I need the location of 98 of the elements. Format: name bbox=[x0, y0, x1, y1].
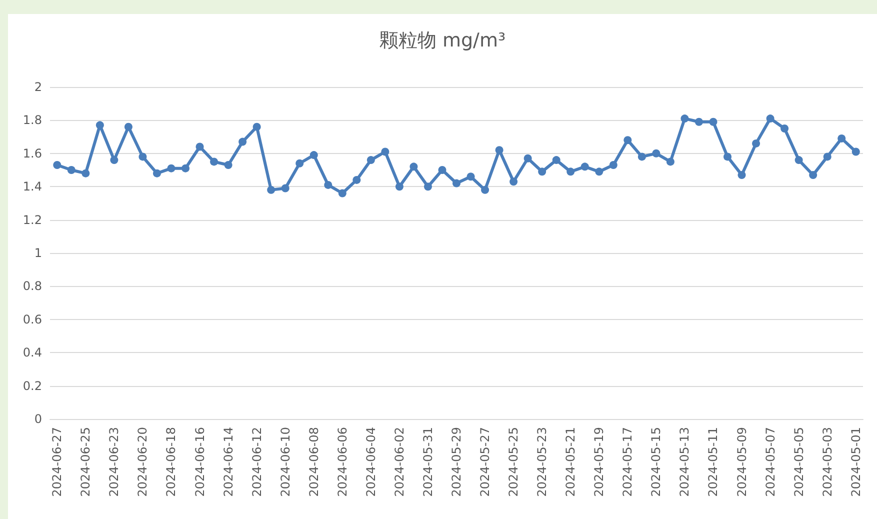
point bbox=[152, 169, 161, 178]
point bbox=[510, 178, 518, 186]
x-tick-label: 2024-06-27 bbox=[50, 427, 64, 497]
point bbox=[67, 166, 76, 174]
point bbox=[666, 158, 674, 166]
y-tick-label: 1.6 bbox=[22, 146, 42, 160]
point bbox=[780, 124, 789, 132]
point bbox=[752, 139, 760, 148]
point bbox=[580, 162, 589, 171]
y-tick-label: 2 bbox=[34, 80, 42, 94]
point bbox=[838, 134, 846, 142]
point bbox=[566, 168, 575, 176]
y-tick-label: 1.8 bbox=[22, 113, 42, 128]
x-tick-label: 2024-06-14 bbox=[221, 427, 236, 497]
point bbox=[624, 136, 632, 144]
point bbox=[852, 148, 860, 156]
point bbox=[481, 186, 490, 194]
point bbox=[694, 118, 703, 126]
y-tick-label: 0 bbox=[34, 412, 42, 426]
point bbox=[352, 176, 361, 184]
point bbox=[124, 122, 132, 131]
point bbox=[680, 114, 689, 123]
y-tick-label: 1.4 bbox=[22, 180, 42, 194]
x-tick-label: 2024-06-02 bbox=[392, 427, 406, 497]
x-tick-label: 2024-05-31 bbox=[420, 427, 435, 497]
x-tick-label: 2024-05-23 bbox=[535, 427, 550, 497]
x-tick-label: 2024-05-03 bbox=[820, 427, 834, 497]
point bbox=[823, 152, 832, 161]
point bbox=[224, 161, 232, 170]
y-tick-label: 0.4 bbox=[22, 346, 42, 360]
point bbox=[410, 162, 418, 171]
point bbox=[652, 149, 660, 158]
point bbox=[609, 161, 618, 170]
point bbox=[524, 154, 532, 162]
x-tick-label: 2024-05-13 bbox=[678, 427, 692, 497]
point bbox=[424, 182, 432, 191]
point bbox=[167, 164, 176, 172]
x-tick-label: 2024-05-01 bbox=[848, 427, 863, 497]
x-tick-label: 2024-06-20 bbox=[136, 427, 150, 497]
point bbox=[366, 156, 375, 164]
point bbox=[82, 169, 90, 178]
x-tick-label: 2024-06-23 bbox=[107, 427, 122, 497]
point bbox=[53, 161, 62, 170]
point bbox=[381, 148, 390, 156]
x-tick-label: 2024-06-08 bbox=[306, 427, 321, 497]
point bbox=[110, 156, 118, 164]
y-tick-label: 0.6 bbox=[22, 312, 42, 326]
x-tick-label: 2024-06-16 bbox=[192, 427, 207, 497]
y-tick-label: 0.8 bbox=[22, 279, 42, 294]
y-tick-label: 0.2 bbox=[22, 378, 42, 393]
point bbox=[395, 182, 404, 191]
point bbox=[438, 166, 446, 174]
point bbox=[552, 156, 560, 164]
point bbox=[182, 164, 190, 172]
point bbox=[96, 121, 104, 130]
x-tick-label: 2024-05-15 bbox=[649, 427, 664, 497]
point bbox=[595, 168, 604, 176]
x-tick-label: 2024-05-19 bbox=[592, 427, 606, 497]
point bbox=[724, 152, 732, 161]
point bbox=[809, 170, 818, 179]
point bbox=[452, 179, 460, 188]
point bbox=[495, 146, 504, 154]
x-tick-label: 2024-05-11 bbox=[706, 427, 720, 497]
x-tick-label: 2024-05-17 bbox=[620, 427, 635, 497]
point bbox=[138, 152, 147, 161]
x-tick-label: 2024-06-25 bbox=[78, 427, 93, 497]
x-tick-label: 2024-05-27 bbox=[478, 427, 492, 497]
point bbox=[738, 170, 746, 179]
chart-title: 颗粒物 mg/m³ bbox=[379, 30, 506, 52]
x-tick-label: 2024-06-18 bbox=[164, 427, 178, 497]
point bbox=[466, 172, 475, 181]
x-tick-label: 2024-05-05 bbox=[792, 427, 806, 497]
point bbox=[267, 186, 276, 194]
x-tick-label: 2024-06-10 bbox=[278, 427, 292, 497]
x-tick-label: 2024-06-04 bbox=[364, 427, 378, 497]
x-tick-label: 2024-05-07 bbox=[763, 427, 778, 497]
point bbox=[210, 158, 218, 166]
point bbox=[296, 159, 304, 168]
y-tick-label: 1.2 bbox=[22, 212, 42, 227]
x-tick-label: 2024-05-09 bbox=[734, 427, 749, 497]
point bbox=[324, 180, 332, 189]
point bbox=[338, 189, 346, 198]
x-tick-label: 2024-06-12 bbox=[250, 427, 264, 497]
point bbox=[281, 184, 290, 192]
point bbox=[538, 168, 546, 176]
x-tick-label: 2024-05-21 bbox=[564, 427, 578, 497]
point bbox=[252, 122, 261, 131]
x-tick-label: 2024-05-25 bbox=[506, 427, 521, 497]
point bbox=[196, 142, 204, 151]
x-tick-label: 2024-05-29 bbox=[450, 427, 464, 497]
point bbox=[238, 138, 247, 146]
point bbox=[638, 152, 646, 161]
point bbox=[794, 156, 803, 164]
point bbox=[766, 114, 774, 123]
point bbox=[310, 151, 318, 160]
x-tick-label: 2024-06-06 bbox=[335, 427, 350, 497]
point bbox=[709, 118, 718, 126]
y-tick-label: 1 bbox=[34, 246, 42, 260]
